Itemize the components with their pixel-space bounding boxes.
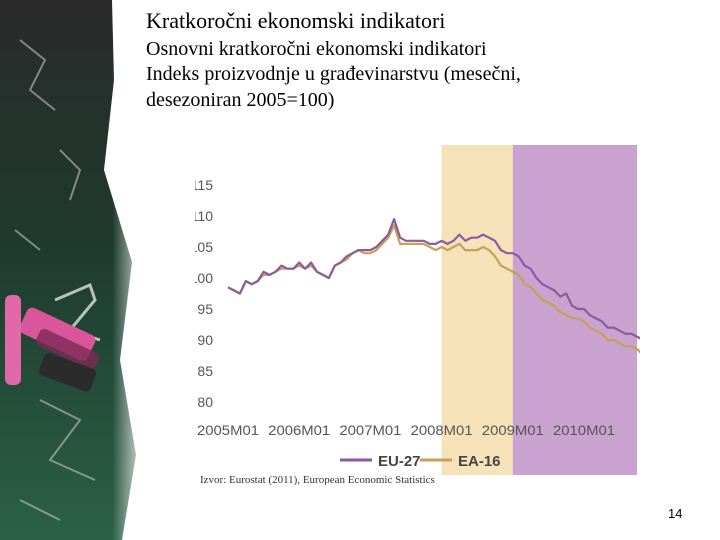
series-lines	[227, 217, 640, 354]
y-tick-label: 80	[197, 394, 213, 410]
y-tick-label: 105	[195, 239, 213, 255]
chalkboard-decoration	[0, 0, 150, 540]
band-2008	[441, 145, 513, 475]
chart-title-line-1: Indeks proizvodnje u građevinarstvu (mes…	[146, 63, 521, 85]
x-tick-label: 2006M01	[268, 422, 330, 438]
y-tick-label: 100	[195, 270, 213, 286]
y-tick-label: 90	[197, 332, 213, 348]
y-tick-labels: 80 85 90 95 100 105 110 115	[195, 177, 213, 410]
y-tick-label: 110	[195, 208, 213, 224]
y-tick-label: 115	[195, 177, 213, 193]
x-tick-label: 2008M01	[411, 422, 473, 438]
series-line-ea-16	[227, 224, 640, 354]
legend-label: EA-16	[458, 453, 501, 470]
legend-label: EU-27	[378, 453, 421, 470]
shaded-periods	[441, 145, 637, 475]
page-number: 14	[668, 506, 683, 521]
construction-index-chart: 80 85 90 95 100 105 110 115 2005M01 2006M01 2007M…	[195, 145, 640, 485]
slide-title: Kratkoročni ekonomski indikatori	[146, 8, 446, 33]
source-note: Izvor: Eurostat (2011), European Economi…	[200, 474, 435, 485]
y-tick-label: 85	[197, 363, 213, 379]
x-tick-label: 2009M01	[482, 422, 544, 438]
band-2009	[512, 145, 637, 475]
chart-legend: EU-27 EA-16	[340, 453, 501, 470]
slide-subtitle: Osnovni kratkoročni ekonomski indikatori	[146, 38, 487, 60]
chalkboard-image	[0, 0, 150, 540]
x-tick-label: 2007M01	[339, 422, 401, 438]
chart-title-line-2: desezoniran 2005=100)	[146, 89, 335, 111]
y-tick-label: 95	[197, 301, 213, 317]
x-tick-label: 2010M01	[553, 422, 615, 438]
x-tick-label: 2005M01	[197, 422, 259, 438]
x-tick-labels: 2005M01 2006M01 2007M01 2008M01 2009M01 2010M…	[197, 422, 615, 438]
series-line-eu-27	[227, 217, 640, 340]
slide-header: Kratkoročni ekonomski indikatori Osnovni…	[146, 8, 706, 113]
